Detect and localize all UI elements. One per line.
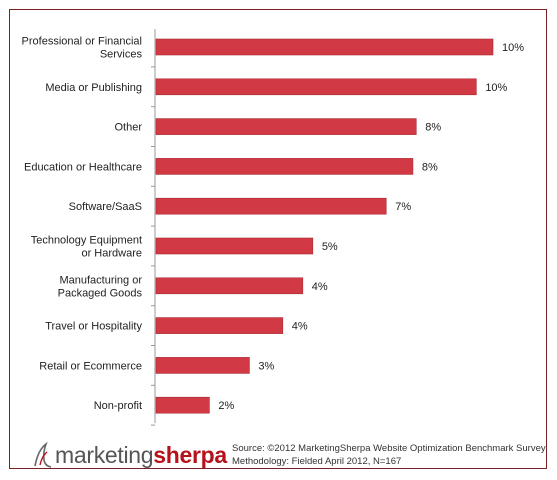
data-label: 3% (258, 360, 274, 372)
category-label: Manufacturing or Packaged Goods (58, 274, 143, 299)
logo-wordmark: marketingsherpa (55, 441, 227, 468)
category-label: Non-profit (94, 400, 142, 412)
category-label: Retail or Ecommerce (39, 360, 142, 372)
source-note: Source: ©2012 MarketingSherpa Website Op… (232, 442, 552, 468)
bar (155, 118, 417, 135)
category-label: Education or Healthcare (24, 161, 142, 173)
methodology-line: Methodology: Fielded April 2012, N=167 (232, 456, 402, 467)
chart-frame: 10% Professional or Financial Services 10% M… (9, 9, 547, 469)
bar-chart: 10% Professional or Financial Services 10% M… (22, 29, 524, 426)
category-label: Travel or Hospitality (45, 321, 142, 333)
bar (155, 237, 314, 255)
sherpa-mountain-icon (34, 441, 52, 468)
data-label: 8% (425, 122, 441, 134)
chart-footer: marketingsherpa Source: ©2012 MarketingS… (32, 437, 552, 473)
category-label: Professional or Financial Services (22, 36, 143, 61)
data-label: 2% (218, 400, 234, 412)
bar (155, 396, 210, 414)
category-label: Media or Publishing (45, 82, 142, 94)
bar (155, 197, 387, 215)
data-label: 7% (395, 201, 411, 213)
data-label: 10% (485, 82, 507, 94)
data-label: 5% (322, 241, 338, 253)
category-label: Technology Equipment or Hardware (31, 235, 142, 260)
bar (155, 357, 250, 374)
bar (155, 317, 284, 334)
data-label: 4% (292, 321, 308, 333)
source-line: Source: ©2012 MarketingSherpa Website Op… (232, 443, 546, 454)
marketingsherpa-logo: marketingsherpa (32, 437, 227, 473)
bar (155, 78, 477, 96)
logo-wordmark-sherpa: sherpa (153, 441, 227, 468)
data-label: 8% (422, 161, 438, 173)
logo-wordmark-marketing: marketing (55, 441, 154, 468)
bar (155, 277, 304, 295)
category-label: Software/SaaS (69, 201, 142, 213)
data-label: 10% (502, 42, 524, 54)
data-label: 4% (312, 281, 328, 293)
bar (155, 38, 494, 56)
bar (155, 158, 414, 175)
category-label: Other (114, 122, 142, 134)
